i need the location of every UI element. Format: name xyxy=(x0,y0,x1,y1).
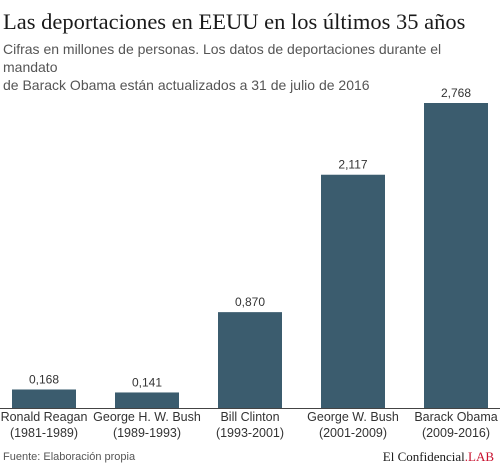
category-label-0-1: (1981-1989) xyxy=(10,426,78,440)
value-label-0: 0,168 xyxy=(29,372,59,386)
subtitle-line-1: Cifras en millones de personas. Los dato… xyxy=(3,41,442,75)
bar-2 xyxy=(218,312,282,408)
category-label-4-0: Barack Obama xyxy=(414,410,497,424)
chart-subtitle: Cifras en millones de personas. Los dato… xyxy=(3,40,497,94)
value-label-4: 2,768 xyxy=(441,86,471,100)
brand-logo: El Confidencial.LAB xyxy=(383,449,494,465)
category-label-1-1: (1989-1993) xyxy=(113,426,181,440)
bar-4 xyxy=(424,103,488,408)
chart-title: Las deportaciones en EEUU en los últimos… xyxy=(3,9,466,34)
category-label-2-0: Bill Clinton xyxy=(220,410,279,424)
category-label-3-0: George W. Bush xyxy=(307,410,399,424)
bar-3 xyxy=(321,174,385,408)
category-label-0-0: Ronald Reagan xyxy=(1,410,88,424)
subtitle-line-2: de Barack Obama están actualizados a 31 … xyxy=(3,77,370,93)
category-label-1-0: George H. W. Bush xyxy=(93,410,201,424)
brand-name: El Confidencial xyxy=(382,449,465,464)
brand-suffix: .LAB xyxy=(464,449,494,464)
category-label-4-1: (2009-2016) xyxy=(422,426,490,440)
value-label-2: 0,870 xyxy=(235,295,265,309)
value-label-3: 2,117 xyxy=(338,158,367,172)
bar-1 xyxy=(115,392,179,408)
category-label-2-1: (1993-2001) xyxy=(216,426,284,440)
bar-0 xyxy=(12,389,76,408)
value-label-1: 0,141 xyxy=(132,375,162,389)
category-label-3-1: (2001-2009) xyxy=(319,426,387,440)
source-note: Fuente: Elaboración propia xyxy=(3,451,136,463)
